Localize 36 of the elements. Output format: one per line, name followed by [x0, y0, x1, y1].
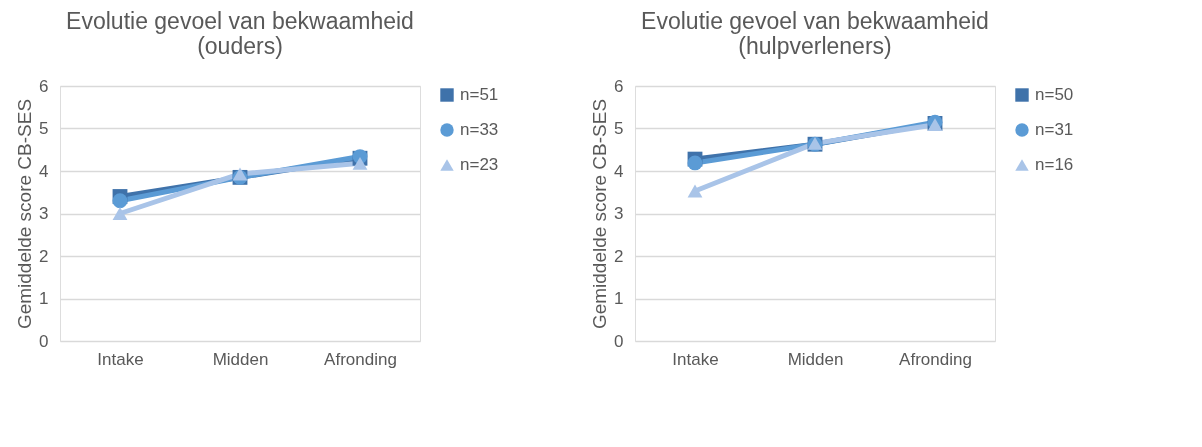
y-tick-label: 1: [614, 289, 624, 308]
y-tick-label: 2: [39, 246, 49, 266]
x-tick-label: Intake: [672, 349, 719, 369]
point: [687, 155, 703, 171]
legend-label: n=23: [460, 155, 499, 174]
y-tick-label: 6: [614, 76, 624, 96]
y-tick-label: 3: [39, 204, 49, 223]
x-tick-label: Intake: [97, 349, 144, 369]
y-tick-label: 5: [614, 119, 624, 138]
legend-label: n=33: [460, 120, 499, 139]
y-axis-title: Gemiddelde score CB-SES: [589, 98, 611, 330]
legend-label: n=51: [460, 85, 499, 104]
legend-label: n=50: [1035, 85, 1074, 104]
point: [112, 207, 128, 220]
y-tick-label: 4: [614, 161, 624, 181]
x-tick-label: Midden: [787, 349, 844, 369]
y-tick-label: 4: [39, 161, 49, 181]
point: [112, 193, 128, 209]
chart-title: Evolutie gevoel van bekwaamheid (hulpverleners): [641, 8, 989, 59]
y-axis-title: Gemiddelde score CB-SES: [14, 98, 36, 330]
point: [352, 156, 368, 170]
y-tick-label: 2: [614, 246, 624, 266]
legend-label: n=31: [1035, 120, 1074, 139]
y-tick-label: 3: [614, 204, 624, 223]
y-tick-label: 0: [614, 331, 624, 351]
x-tick-label: Afronding: [324, 349, 397, 369]
legend-label: n=16: [1035, 155, 1074, 174]
y-tick-label: 6: [39, 76, 49, 96]
chart-title: Evolutie gevoel van bekwaamheid (ouders): [66, 8, 414, 59]
y-tick-label: 0: [39, 331, 49, 351]
point: [687, 184, 703, 198]
point: [232, 167, 248, 181]
y-tick-label: 1: [39, 289, 49, 308]
x-tick-label: Afronding: [899, 349, 972, 369]
y-tick-label: 5: [39, 119, 49, 138]
x-tick-label: Midden: [212, 349, 269, 369]
